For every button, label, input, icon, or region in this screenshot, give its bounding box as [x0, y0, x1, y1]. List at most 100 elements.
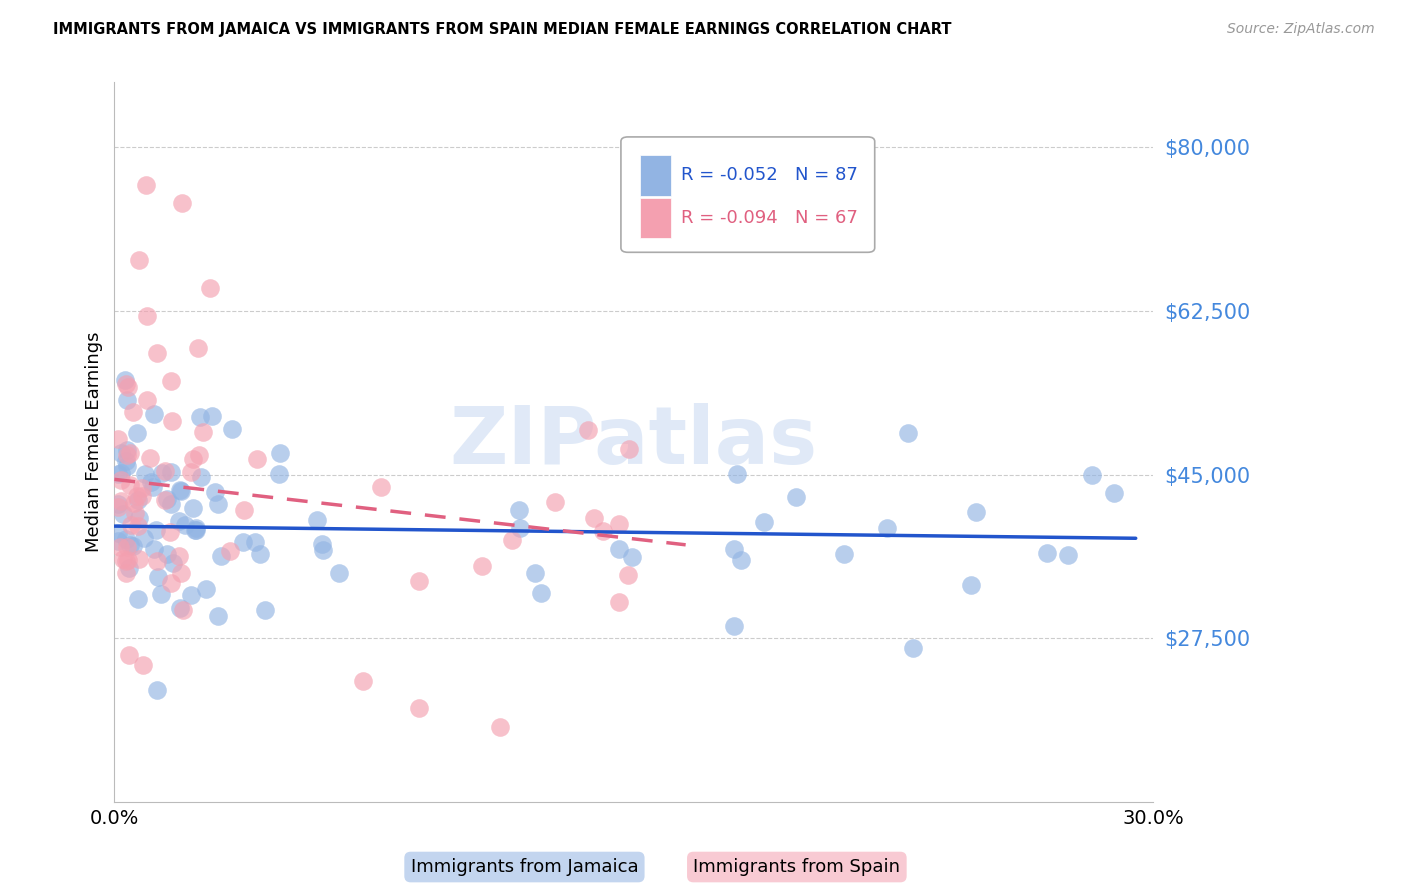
Text: R = -0.052   N = 87: R = -0.052 N = 87 [681, 167, 858, 185]
Point [136, 309, 159, 323]
Point [114, 373, 136, 387]
Point [752, 515, 775, 529]
Point [156, 547, 179, 561]
Point [115, 553, 138, 567]
Point [160, 465, 183, 479]
Point [156, 491, 179, 506]
Point [730, 553, 752, 567]
Point [243, 534, 266, 549]
Point [122, 539, 145, 553]
Point [246, 452, 269, 467]
Point [145, 682, 167, 697]
Point [201, 409, 224, 424]
Point [146, 570, 169, 584]
Point [1104, 485, 1126, 500]
Point [488, 720, 510, 734]
Point [117, 442, 139, 457]
Point [159, 498, 181, 512]
Point [142, 408, 165, 422]
Point [267, 467, 290, 482]
Point [876, 520, 898, 534]
Point [172, 603, 194, 617]
Point [120, 518, 142, 533]
Point [544, 495, 567, 509]
Point [221, 422, 243, 436]
Point [509, 521, 531, 535]
Point [180, 465, 202, 479]
Point [609, 541, 631, 556]
Point [115, 532, 138, 546]
Point [523, 566, 546, 580]
Point [328, 566, 350, 581]
Point [959, 578, 981, 592]
Point [180, 589, 202, 603]
Point [311, 536, 333, 550]
Point [107, 497, 129, 511]
Point [169, 483, 191, 498]
Point [145, 523, 167, 537]
Point [232, 535, 254, 549]
Point [616, 567, 638, 582]
Point [110, 494, 132, 508]
Point [167, 549, 190, 563]
Point [118, 477, 141, 491]
Point [723, 618, 745, 632]
Point [191, 425, 214, 440]
Point [107, 432, 129, 446]
Point [352, 673, 374, 688]
Point [149, 587, 172, 601]
Point [194, 582, 217, 596]
Text: ZIPatlas: ZIPatlas [450, 403, 818, 481]
Point [249, 547, 271, 561]
Point [501, 533, 523, 548]
Point [128, 511, 150, 525]
Point [370, 480, 392, 494]
Point [110, 446, 132, 460]
Point [115, 392, 138, 407]
Point [592, 524, 614, 539]
Point [408, 574, 430, 589]
Point [118, 648, 141, 662]
Text: IMMIGRANTS FROM JAMAICA VS IMMIGRANTS FROM SPAIN MEDIAN FEMALE EARNINGS CORRELAT: IMMIGRANTS FROM JAMAICA VS IMMIGRANTS FR… [53, 22, 952, 37]
Point [111, 508, 134, 522]
Point [111, 552, 134, 566]
Point [181, 501, 204, 516]
Point [965, 506, 987, 520]
Point [269, 446, 291, 460]
Point [188, 410, 211, 425]
Text: Immigrants from Jamaica: Immigrants from Jamaica [411, 858, 638, 876]
Point [155, 493, 177, 508]
Point [117, 380, 139, 394]
Point [160, 576, 183, 591]
Point [219, 544, 242, 558]
Point [117, 553, 139, 567]
Point [173, 518, 195, 533]
Point [114, 376, 136, 391]
Point [204, 484, 226, 499]
Point [135, 178, 157, 192]
Point [198, 280, 221, 294]
Point [170, 196, 193, 211]
Point [408, 701, 430, 715]
Point [159, 525, 181, 540]
Point [115, 459, 138, 474]
Point [108, 540, 131, 554]
Point [1036, 546, 1059, 560]
Point [170, 566, 193, 580]
Point [897, 425, 920, 440]
Point [207, 609, 229, 624]
Point [117, 541, 139, 555]
Point [1081, 467, 1104, 482]
Point [181, 451, 204, 466]
Point [128, 552, 150, 566]
Point [209, 549, 232, 563]
Point [471, 559, 494, 574]
Point [146, 554, 169, 568]
Point [125, 489, 148, 503]
Point [582, 511, 605, 525]
Point [110, 467, 132, 481]
Text: R = -0.094   N = 67: R = -0.094 N = 67 [681, 209, 858, 227]
Point [131, 489, 153, 503]
Point [508, 503, 530, 517]
Point [254, 603, 277, 617]
